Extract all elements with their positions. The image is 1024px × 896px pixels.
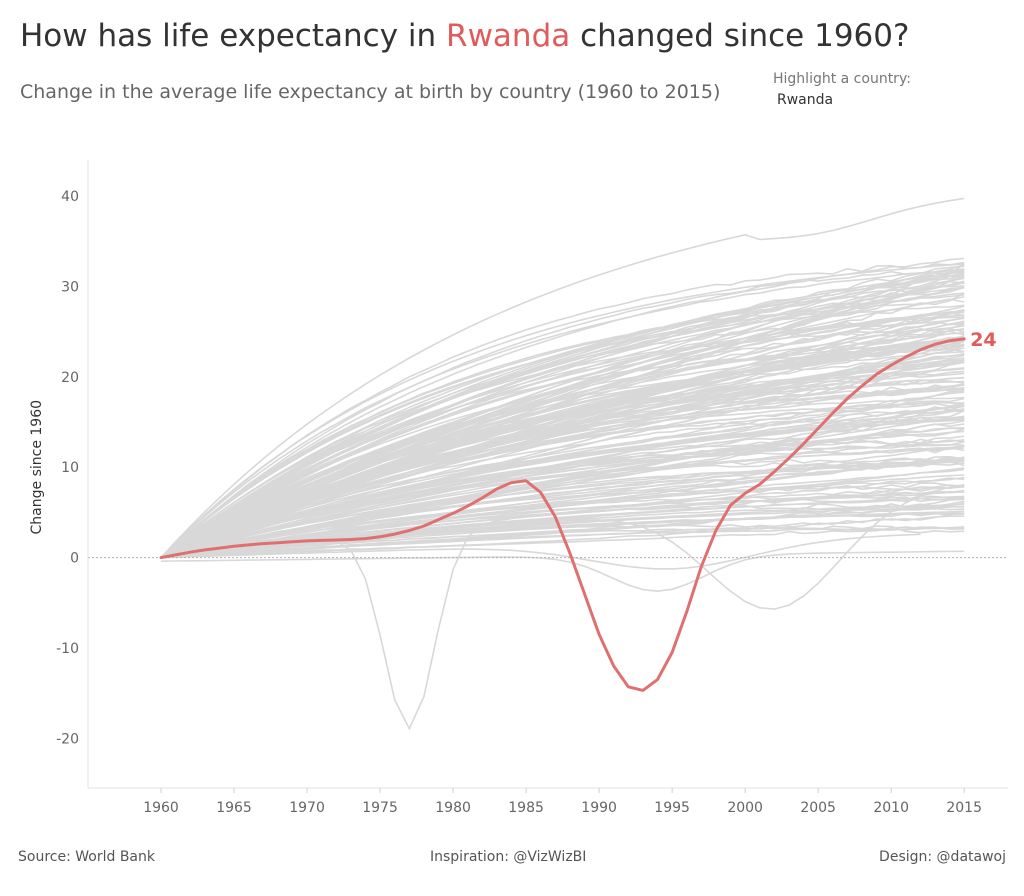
x-tick-label: 1970 [289, 800, 325, 816]
background-country-line [160, 271, 965, 559]
source-credit: Source: World Bank [18, 849, 155, 865]
background-country-line [160, 298, 965, 559]
background-country-line [160, 372, 965, 559]
background-country-line [160, 317, 965, 559]
background-country-line [160, 336, 965, 559]
y-tick-label: 30 [61, 280, 79, 296]
background-country-lines [160, 197, 965, 731]
background-country-line [160, 292, 965, 559]
background-country-line [160, 397, 965, 559]
end-value-label: 24 [970, 329, 996, 351]
background-country-line [160, 269, 965, 559]
background-country-line [160, 403, 965, 559]
background-country-line [160, 500, 965, 559]
background-country-line [160, 526, 965, 559]
background-country-line [160, 460, 965, 559]
highlight-series-line[interactable] [159, 337, 966, 692]
background-country-line [160, 391, 965, 559]
y-tick-label: 0 [70, 551, 79, 567]
inspiration-credit: Inspiration: @VizWizBI [430, 849, 587, 865]
y-axis-ticks: -20 -10 0 10 20 30 40 [56, 189, 79, 747]
background-country-line [160, 286, 965, 559]
background-country-line [160, 197, 965, 559]
background-country-line [160, 401, 965, 559]
x-tick-label: 1985 [508, 800, 544, 816]
title-suffix: changed since 1960? [570, 18, 910, 54]
subtitle: Change in the average life expectancy at… [20, 81, 721, 103]
x-tick-label: 2010 [873, 800, 909, 816]
background-country-line [160, 496, 965, 559]
filter-label: Highlight a country: [773, 71, 911, 87]
background-country-line [160, 490, 965, 559]
y-tick-label: -20 [56, 731, 79, 747]
background-country-line [160, 483, 965, 610]
x-tick-label: 2000 [727, 800, 763, 816]
background-country-line [160, 268, 965, 559]
title-prefix: How has life expectancy in [20, 18, 447, 54]
y-axis-label: Change since 1960 [29, 400, 45, 535]
background-country-line [160, 460, 965, 559]
background-country-line [160, 263, 965, 559]
x-tick-label: 1995 [654, 800, 690, 816]
page-title: How has life expectancy in Rwanda change… [20, 18, 909, 54]
background-country-line [160, 292, 965, 559]
background-country-line [160, 263, 965, 559]
background-country-line [160, 316, 965, 559]
y-tick-label: 40 [61, 189, 79, 205]
design-credit: Design: @datawoj [879, 849, 1006, 865]
background-country-line [160, 533, 921, 570]
x-tick-label: 2015 [946, 800, 982, 816]
highlight-country-filter[interactable]: Highlight a country: Rwanda [773, 71, 911, 108]
y-tick-label: -10 [56, 641, 79, 657]
title-highlight-country: Rwanda [446, 18, 571, 54]
background-country-line [160, 457, 965, 559]
x-tick-label: 1960 [143, 800, 179, 816]
x-tick-label: 1975 [362, 800, 398, 816]
background-country-line [160, 339, 965, 559]
background-country-line [160, 409, 965, 559]
background-country-line [160, 417, 965, 559]
x-axis-ticks: 1960 1965 1970 1975 1980 1985 1990 1995 2000 2005… [143, 788, 982, 816]
background-country-line [160, 482, 965, 559]
background-country-line [160, 282, 965, 559]
background-country-line [160, 275, 965, 559]
life-expectancy-chart: 1960 1965 1970 1975 1980 1985 1990 1995 2000 2005… [29, 160, 1008, 816]
y-tick-label: 20 [61, 370, 79, 386]
background-country-line [160, 512, 965, 559]
background-country-line [160, 408, 965, 559]
x-tick-label: 1980 [435, 800, 471, 816]
background-country-line [160, 410, 965, 559]
y-tick-label: 10 [61, 460, 79, 476]
filter-value-select[interactable]: Rwanda [777, 92, 834, 108]
x-tick-label: 1990 [581, 800, 617, 816]
background-country-line [160, 361, 965, 559]
background-country-line [160, 550, 965, 593]
x-tick-label: 1965 [216, 800, 252, 816]
background-country-line [160, 383, 965, 559]
background-country-line [160, 447, 965, 559]
x-tick-label: 2005 [800, 800, 836, 816]
